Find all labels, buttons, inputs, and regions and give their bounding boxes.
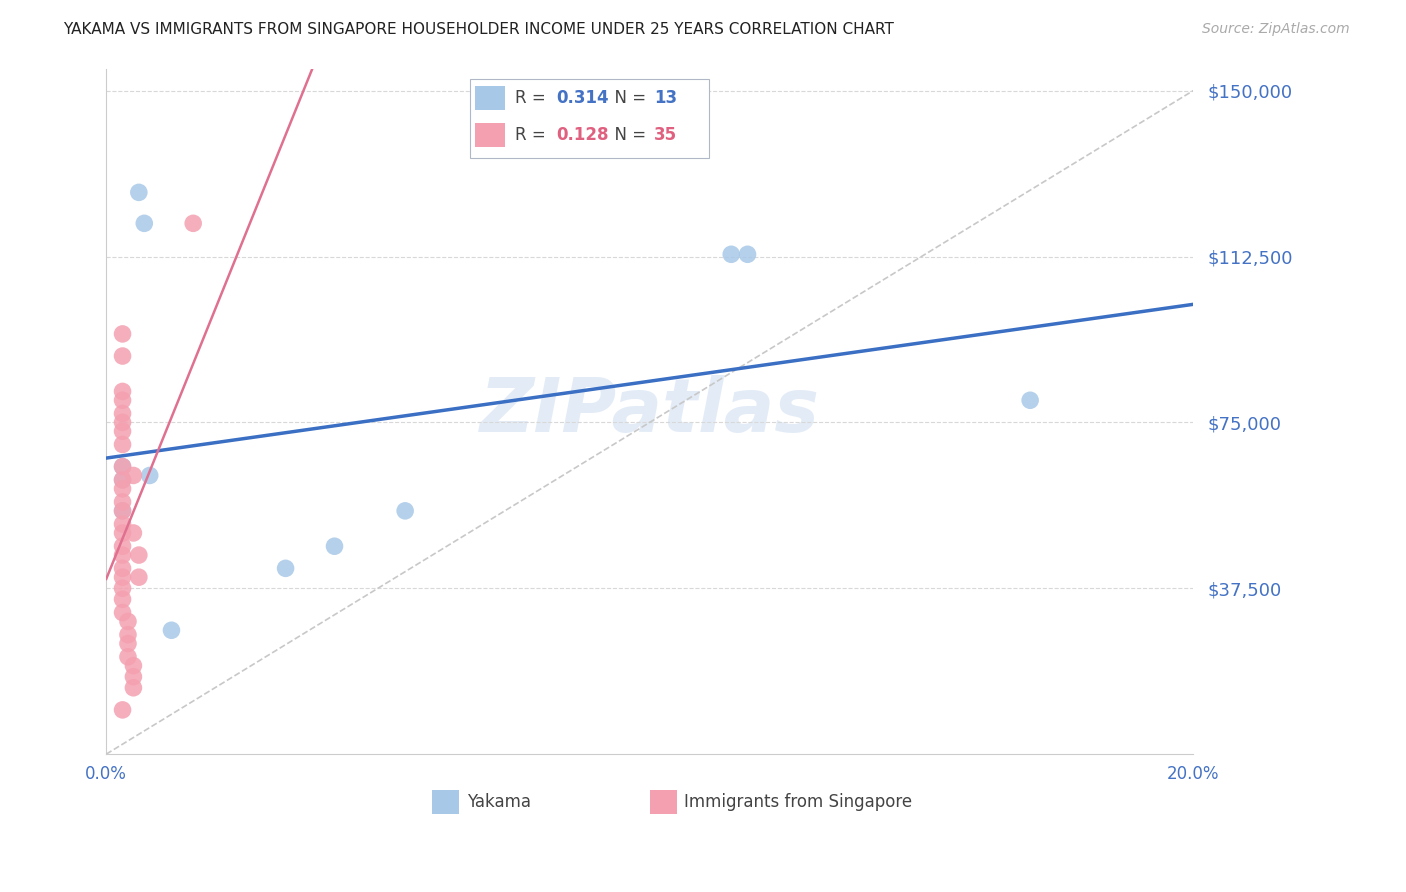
Point: [122, 670, 145, 684]
Point: [111, 459, 134, 474]
Text: ZIPatlas: ZIPatlas: [479, 375, 820, 448]
Point: [720, 247, 742, 261]
Text: Immigrants from Singapore: Immigrants from Singapore: [685, 793, 912, 811]
Point: [111, 326, 134, 341]
Point: [111, 416, 134, 430]
Point: [111, 504, 134, 518]
Text: 35: 35: [654, 126, 678, 144]
Text: R =: R =: [515, 89, 551, 107]
Text: Source: ZipAtlas.com: Source: ZipAtlas.com: [1202, 22, 1350, 37]
Point: [117, 615, 139, 629]
Point: [323, 539, 346, 553]
Point: [111, 703, 134, 717]
Point: [111, 473, 134, 487]
Point: [1019, 393, 1042, 408]
Point: [111, 495, 134, 509]
Point: [128, 570, 150, 584]
Point: [138, 468, 160, 483]
Point: [111, 482, 134, 496]
Text: 13: 13: [654, 89, 678, 107]
Text: 0.314: 0.314: [557, 89, 609, 107]
Point: [111, 592, 134, 607]
Point: [111, 473, 134, 487]
FancyBboxPatch shape: [650, 789, 676, 814]
Text: YAKAMA VS IMMIGRANTS FROM SINGAPORE HOUSEHOLDER INCOME UNDER 25 YEARS CORRELATIO: YAKAMA VS IMMIGRANTS FROM SINGAPORE HOUS…: [63, 22, 894, 37]
Text: R =: R =: [515, 126, 551, 144]
Point: [111, 561, 134, 575]
Point: [394, 504, 416, 518]
Point: [111, 459, 134, 474]
Text: Yakama: Yakama: [467, 793, 531, 811]
Point: [111, 525, 134, 540]
Point: [181, 216, 204, 230]
Point: [111, 581, 134, 595]
Point: [274, 561, 297, 575]
Point: [111, 349, 134, 363]
Point: [111, 504, 134, 518]
Point: [111, 548, 134, 562]
Point: [128, 186, 150, 200]
Point: [160, 624, 183, 638]
Point: [117, 628, 139, 642]
Point: [111, 437, 134, 451]
Point: [111, 393, 134, 408]
Point: [111, 570, 134, 584]
Point: [128, 548, 150, 562]
Point: [122, 468, 145, 483]
Point: [111, 424, 134, 438]
Point: [122, 525, 145, 540]
FancyBboxPatch shape: [471, 78, 710, 158]
Point: [111, 384, 134, 399]
Point: [122, 658, 145, 673]
Point: [117, 649, 139, 664]
FancyBboxPatch shape: [475, 123, 505, 147]
Text: 0.128: 0.128: [557, 126, 609, 144]
Point: [111, 606, 134, 620]
Point: [111, 517, 134, 532]
Point: [111, 407, 134, 421]
Point: [111, 539, 134, 553]
Point: [134, 216, 156, 230]
FancyBboxPatch shape: [475, 86, 505, 111]
Point: [117, 636, 139, 650]
Text: N =: N =: [605, 89, 651, 107]
Point: [122, 681, 145, 695]
Point: [737, 247, 759, 261]
Text: N =: N =: [605, 126, 651, 144]
FancyBboxPatch shape: [432, 789, 460, 814]
